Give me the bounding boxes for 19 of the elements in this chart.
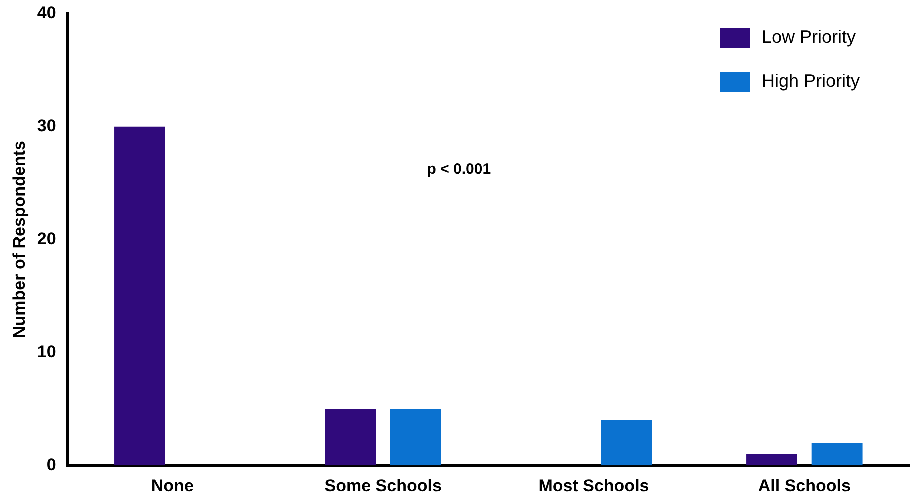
bar (114, 126, 166, 466)
bar (325, 409, 376, 466)
bar (812, 443, 863, 466)
annotation: p < 0.001 (427, 160, 492, 178)
x-tick-label: None (151, 476, 194, 496)
legend-label: High Priority (762, 70, 860, 91)
y-tick-label: 30 (37, 116, 56, 136)
bar (601, 420, 652, 466)
x-tick-label: Most Schools (538, 476, 650, 496)
bar (746, 454, 798, 466)
y-tick-label: 0 (46, 455, 56, 474)
legend-label: Low Priority (762, 26, 856, 47)
x-tick-label: Some Schools (324, 476, 442, 496)
bar (390, 409, 442, 466)
y-tick-label: 10 (37, 342, 56, 362)
x-tick-label: All Schools (758, 476, 851, 496)
y-tick-label: 20 (37, 229, 56, 248)
y-axis-title: Number of Respondents (10, 141, 29, 339)
y-tick-label: 40 (37, 4, 56, 23)
